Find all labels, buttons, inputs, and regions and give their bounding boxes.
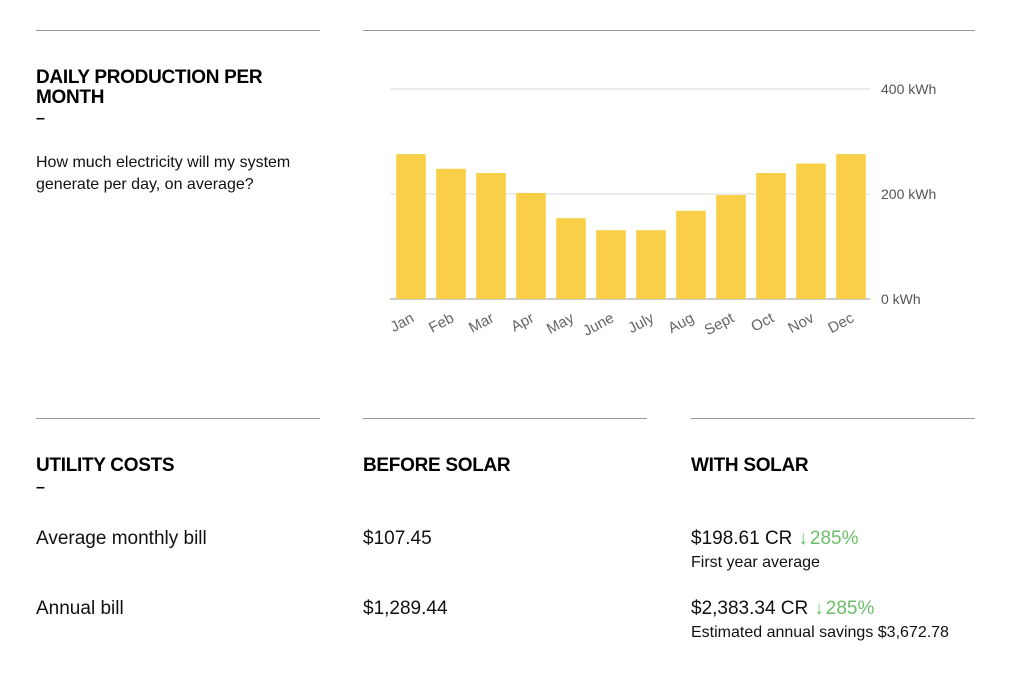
annual-bill-change-percent: 285%: [825, 598, 875, 619]
y-tick-label: 200 kWh: [881, 186, 936, 202]
bar-feb: [436, 168, 466, 299]
production-title: DAILY PRODUCTION PER MONTH: [36, 67, 263, 108]
with-solar-title: WITH SOLAR: [691, 455, 809, 476]
x-tick-label: Oct: [748, 309, 777, 335]
production-description: How much electricity will my system gene…: [36, 154, 291, 193]
bottom-right-divider: [691, 418, 975, 419]
y-tick-label: 0 kWh: [881, 291, 921, 307]
bar-dec: [836, 154, 866, 299]
monthly-bill-change-percent: 285%: [809, 528, 859, 549]
monthly-bill-label: Average monthly bill: [36, 528, 207, 549]
bar-aug: [676, 210, 706, 299]
monthly-bill-with-solar: $198.61 CR ↓ 285%: [691, 528, 859, 550]
annual-bill-note: Estimated annual savings $3,672.78: [691, 624, 949, 641]
x-tick-label: May: [544, 309, 577, 338]
bar-apr: [516, 192, 546, 299]
monthly-bill-with-value: $198.61 CR: [691, 528, 793, 549]
bottom-middle-divider: [363, 418, 647, 419]
monthly-bill-before-value: $107.45: [363, 528, 432, 549]
bar-jan: [396, 154, 426, 299]
before-solar-title: BEFORE SOLAR: [363, 455, 511, 476]
x-tick-label: Jan: [388, 310, 417, 336]
arrow-down-icon: ↓: [814, 598, 824, 619]
bar-june: [596, 230, 626, 299]
production-title-dash: –: [36, 110, 45, 127]
x-tick-label: July: [625, 309, 657, 337]
x-tick-label: June: [580, 310, 617, 340]
annual-bill-before-value: $1,289.44: [363, 598, 448, 619]
annual-bill-label: Annual bill: [36, 598, 124, 619]
top-left-divider: [36, 30, 320, 31]
arrow-down-icon: ↓: [798, 528, 808, 549]
bar-sept: [716, 195, 746, 299]
annual-bill-with-value: $2,383.34 CR: [691, 598, 809, 619]
bar-nov: [796, 163, 826, 299]
bar-july: [636, 230, 666, 299]
utility-costs-title-dash: –: [36, 479, 45, 496]
top-right-divider: [363, 30, 975, 31]
daily-production-bar-chart: 0 kWh 200 kWh 400 kWh Jan Feb Mar Apr May June J…: [388, 81, 936, 340]
bottom-left-divider: [36, 418, 320, 419]
x-tick-label: Aug: [665, 310, 697, 338]
y-tick-label: 400 kWh: [881, 81, 936, 97]
x-tick-label: Dec: [825, 309, 857, 337]
x-tick-label: Mar: [466, 310, 497, 337]
monthly-bill-note: First year average: [691, 554, 820, 571]
bar-may: [556, 218, 586, 299]
utility-costs-title: UTILITY COSTS: [36, 455, 175, 476]
annual-bill-with-solar: $2,383.34 CR ↓ 285%: [691, 598, 874, 620]
x-tick-label: Feb: [426, 310, 457, 337]
bar-oct: [756, 173, 786, 299]
x-tick-label: Apr: [508, 310, 537, 336]
x-tick-label: Nov: [785, 309, 817, 337]
bar-mar: [476, 173, 506, 299]
x-tick-label: Sept: [702, 309, 738, 339]
